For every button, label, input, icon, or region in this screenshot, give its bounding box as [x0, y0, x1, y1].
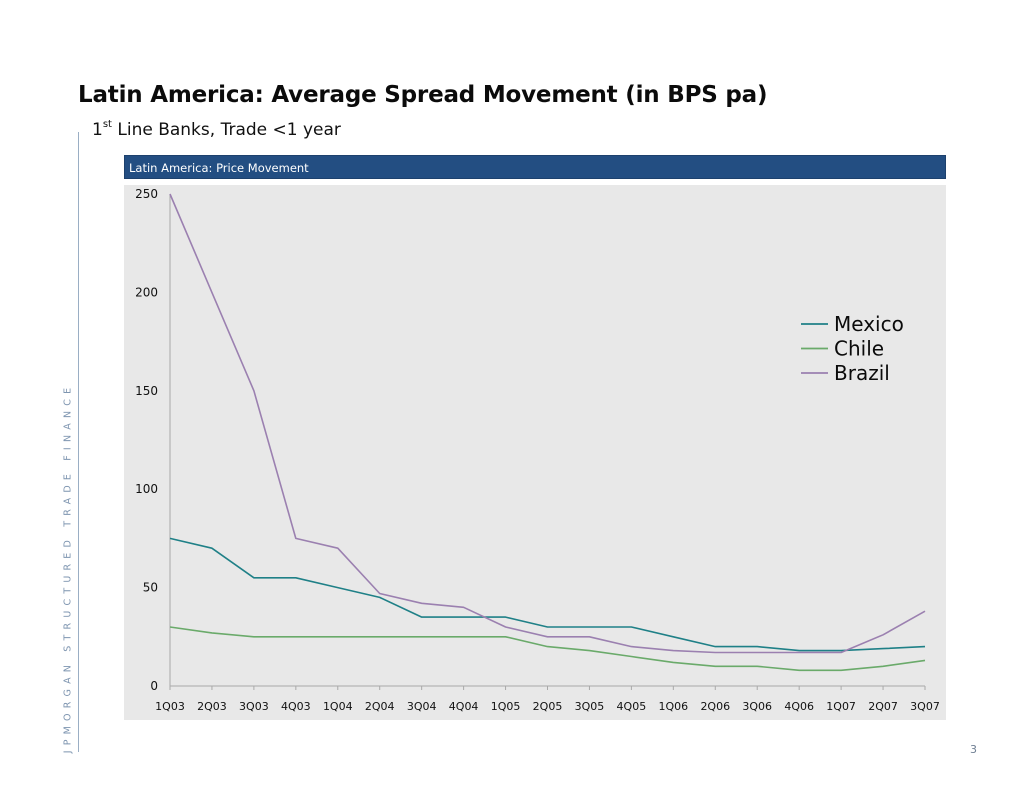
subtitle-superscript: st [102, 119, 112, 131]
x-tick-label: 3Q06 [742, 700, 772, 713]
y-tick-label: 200 [135, 285, 158, 299]
series-line-brazil [169, 193, 926, 654]
y-tick-label: 150 [135, 384, 158, 398]
x-tick-label: 2Q06 [700, 700, 730, 713]
y-tick-label: 250 [135, 187, 158, 201]
x-tick-label: 1Q05 [491, 700, 521, 713]
subtitle-lead: 1 [92, 120, 103, 140]
x-tick-label: 4Q05 [617, 700, 647, 713]
page-number: 3 [970, 743, 977, 756]
left-divider-line [78, 132, 79, 752]
x-tick-label: 1Q07 [826, 700, 856, 713]
x-tick-label: 2Q07 [868, 700, 898, 713]
chart-header-bar: Latin America: Price Movement [124, 155, 946, 179]
legend-label-brazil: Brazil [834, 361, 890, 385]
x-tick-label: 2Q05 [533, 700, 563, 713]
chart-title: Latin America: Price Movement [129, 161, 309, 175]
chart-header-strip [124, 179, 946, 185]
x-tick-label: 1Q04 [323, 700, 353, 713]
y-tick-label: 0 [150, 679, 158, 693]
legend-label-chile: Chile [834, 337, 884, 361]
page-title: Latin America: Average Spread Movement (… [78, 82, 768, 108]
x-tick-label: 3Q04 [407, 700, 437, 713]
y-tick-label: 100 [135, 482, 158, 496]
x-tick-label: 4Q06 [784, 700, 814, 713]
series-line-chile [169, 626, 926, 672]
series-line-mexico [169, 537, 926, 652]
y-tick-label: 50 [143, 581, 158, 595]
x-tick-label: 3Q07 [910, 700, 940, 713]
subtitle-rest: Line Banks, Trade <1 year [111, 120, 341, 140]
x-tick-label: 3Q03 [239, 700, 269, 713]
x-tick-label: 1Q03 [155, 700, 185, 713]
x-tick-label: 3Q05 [575, 700, 605, 713]
x-tick-label: 4Q03 [281, 700, 311, 713]
x-tick-label: 1Q06 [659, 700, 689, 713]
legend-label-mexico: Mexico [834, 312, 904, 336]
x-tick-label: 2Q04 [365, 700, 395, 713]
page-subtitle: 1st Line Banks, Trade <1 year [92, 119, 341, 140]
x-tick-label: 2Q03 [197, 700, 227, 713]
x-tick-label: 4Q04 [449, 700, 479, 713]
plot-area [124, 185, 946, 720]
